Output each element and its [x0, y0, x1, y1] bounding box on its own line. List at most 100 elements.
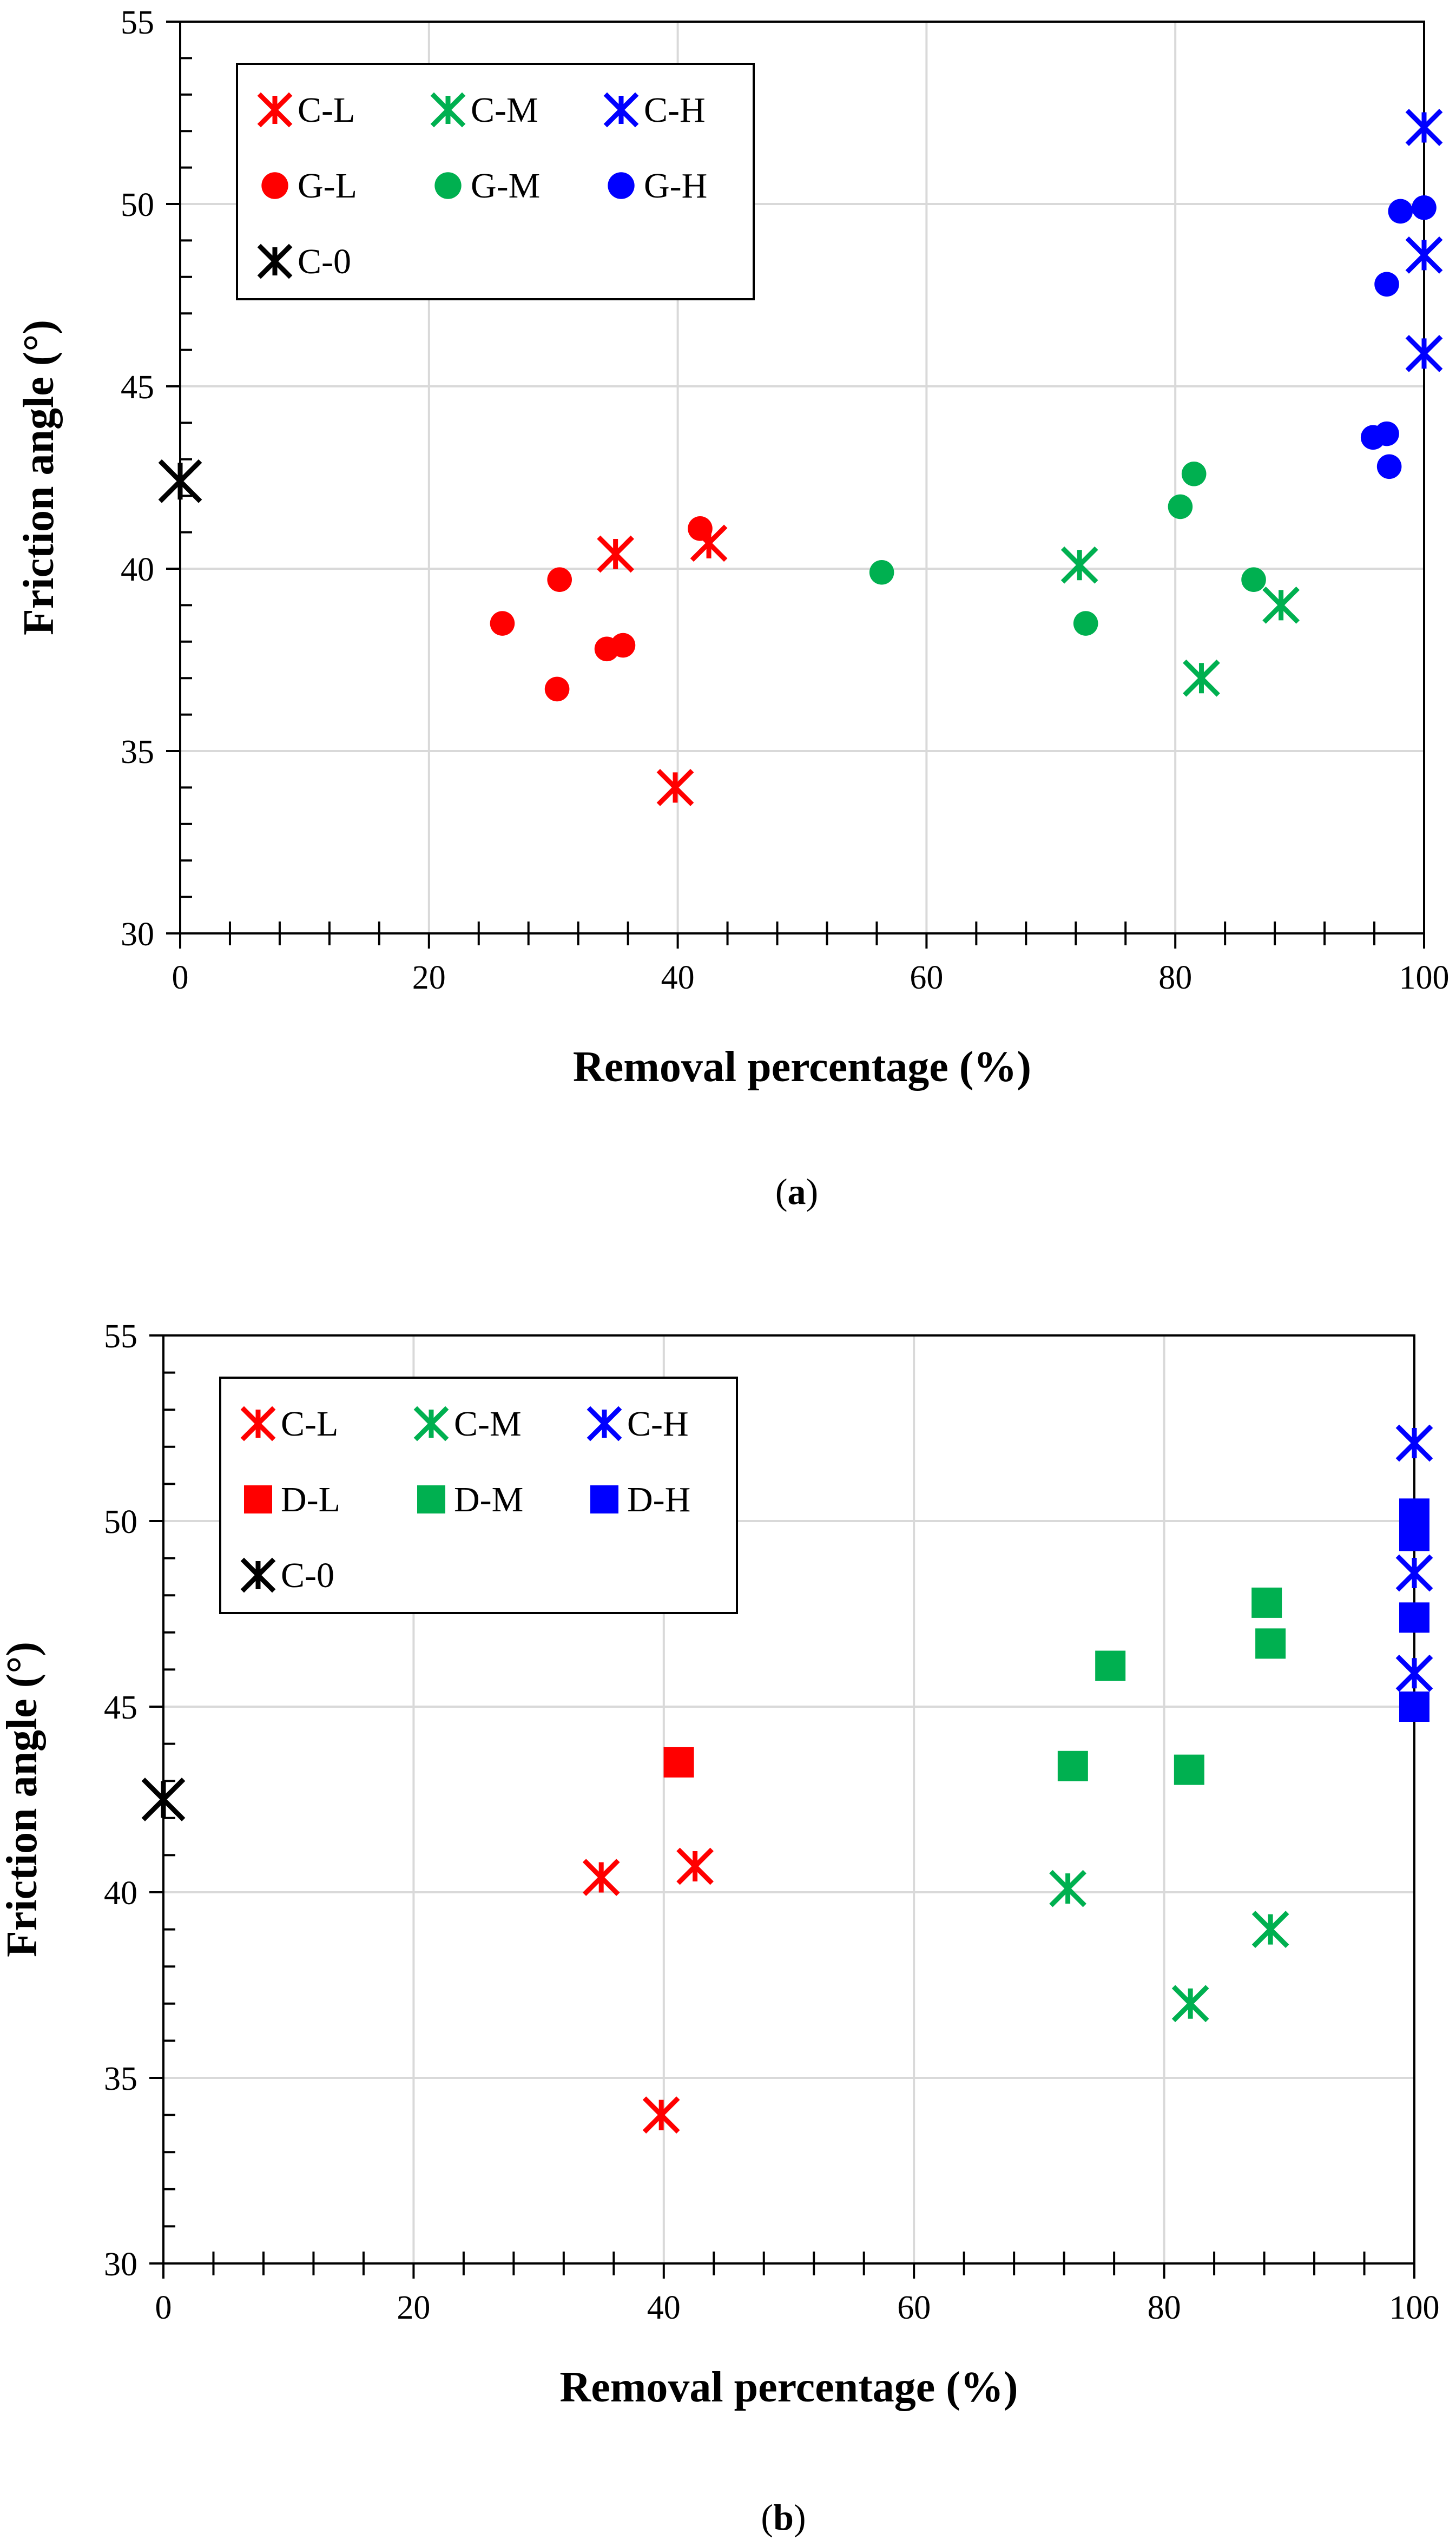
- legend-marker-G-L: [261, 172, 288, 199]
- data-point-G-L: [544, 676, 570, 702]
- y-tick-label: 45: [104, 1689, 137, 1726]
- legend-marker-C-H: [587, 1406, 622, 1442]
- legend-label-C-H: C-H: [644, 90, 706, 130]
- data-point-D-M: [1251, 1587, 1282, 1618]
- chart-a-legend: C-L C-M C-H G-L G-M G-H C-0: [236, 63, 755, 300]
- legend-item-D-L: D-L: [244, 1480, 340, 1519]
- data-point-G-M: [1168, 494, 1193, 519]
- series-C-L: [597, 524, 728, 806]
- chart-a-data-points: [158, 109, 1443, 806]
- data-point-C-H: [1395, 1554, 1433, 1592]
- x-tick-label: 60: [897, 2289, 931, 2326]
- y-tick-label: 30: [104, 2246, 137, 2283]
- series-C-H: [1395, 1424, 1433, 1692]
- x-tick-label: 60: [910, 959, 943, 996]
- legend-label-C-0: C-0: [298, 242, 351, 281]
- legend-label-C-L: C-L: [298, 90, 355, 130]
- legend-item-G-L: G-L: [261, 166, 357, 206]
- x-axis-title: Removal percentage (%): [573, 1043, 1031, 1091]
- y-tick-label: 55: [121, 4, 154, 41]
- data-point-C-H: [1395, 1424, 1433, 1462]
- series-C-M: [1060, 546, 1300, 697]
- data-point-C-M: [1251, 1911, 1289, 1948]
- data-point-C-L: [597, 535, 635, 573]
- figure-caption: (b): [761, 2497, 806, 2538]
- chart-b: 0 20 40 60 80 100 30 35 40 45 50 55 Removal percenta…: [0, 1318, 1440, 2538]
- legend-item-C-H: C-H: [587, 1404, 689, 1444]
- data-point-D-M: [1057, 1750, 1088, 1781]
- x-tick-label: 40: [661, 959, 695, 996]
- data-point-G-L: [547, 567, 572, 593]
- chart-b-data-points: [141, 1424, 1433, 2134]
- data-point-G-M: [1241, 567, 1266, 593]
- series-D-L: [663, 1747, 694, 1778]
- x-tick-label: 20: [397, 2289, 430, 2326]
- x-tick-label: 40: [647, 2289, 681, 2326]
- legend-item-C-0: C-0: [240, 1556, 334, 1595]
- caption-close-paren: ): [794, 2497, 806, 2538]
- legend-item-D-H: D-H: [590, 1480, 690, 1519]
- series-C-H: [1405, 109, 1443, 372]
- data-point-D-M: [1095, 1650, 1126, 1681]
- data-point-C-M: [1060, 546, 1098, 584]
- x-tick-label: 0: [155, 2289, 172, 2326]
- x-tick-label: 100: [1389, 2289, 1440, 2326]
- legend-item-G-M: G-M: [434, 166, 540, 206]
- legend-marker-C-M: [413, 1406, 449, 1442]
- chart-a-axis-ticks: [166, 21, 1425, 949]
- data-point-C-0: [141, 1778, 186, 1821]
- y-tick-label: 55: [104, 1318, 137, 1355]
- data-point-C-L: [582, 1859, 620, 1896]
- data-point-G-H: [1374, 272, 1399, 297]
- caption-open-paren: (: [761, 2497, 773, 2538]
- legend-item-C-L: C-L: [240, 1404, 338, 1444]
- legend-item-C-L: C-L: [257, 90, 355, 130]
- legend-marker-C-L: [257, 92, 293, 128]
- legend-label-C-M: C-M: [471, 90, 538, 130]
- legend-item-D-M: D-M: [417, 1480, 523, 1519]
- series-C-M: [1049, 1870, 1289, 2023]
- legend-marker-G-H: [608, 172, 635, 199]
- x-tick-label: 0: [172, 959, 189, 996]
- y-tick-label: 45: [121, 369, 154, 406]
- data-point-C-H: [1405, 334, 1443, 372]
- x-tick-label: 100: [1399, 959, 1450, 996]
- legend-marker-C-0: [240, 1557, 276, 1593]
- data-point-D-M: [1255, 1628, 1286, 1659]
- series-G-H: [1360, 195, 1437, 479]
- data-point-D-H: [1399, 1602, 1429, 1633]
- x-tick-label: 80: [1158, 959, 1192, 996]
- data-point-C-L: [642, 2096, 680, 2134]
- legend-marker-G-M: [434, 172, 462, 199]
- legend-label-C-H: C-H: [627, 1404, 689, 1444]
- data-point-C-M: [1262, 587, 1300, 624]
- y-axis-title: Friction angle (°): [0, 1642, 46, 1957]
- data-point-G-H: [1374, 421, 1399, 446]
- legend-marker-C-L: [240, 1406, 276, 1442]
- legend-marker-D-L: [244, 1485, 272, 1513]
- data-point-D-H: [1399, 1521, 1429, 1551]
- legend-marker-C-H: [603, 92, 639, 128]
- legend-label-D-H: D-H: [627, 1480, 690, 1519]
- data-point-G-L: [610, 633, 636, 658]
- data-point-C-M: [1171, 1985, 1209, 2023]
- data-point-G-H: [1388, 199, 1413, 224]
- x-axis-title: Removal percentage (%): [559, 2364, 1018, 2411]
- data-point-G-H: [1376, 454, 1402, 479]
- data-point-C-M: [1049, 1870, 1086, 1907]
- chart-b-legend: C-L C-M C-H D-L D-M D-H C-0: [219, 1377, 738, 1614]
- legend-marker-C-M: [430, 92, 466, 128]
- legend-label-C-0: C-0: [281, 1556, 334, 1595]
- figure-caption: (a): [775, 1171, 818, 1212]
- legend-item-C-0: C-0: [257, 242, 351, 281]
- series-C-0: [141, 1778, 186, 1821]
- data-point-G-L: [490, 611, 515, 636]
- x-tick-label: 80: [1148, 2289, 1181, 2326]
- y-axis-title: Friction angle (°): [15, 320, 63, 635]
- data-point-G-L: [688, 516, 713, 541]
- legend-item-C-M: C-M: [413, 1404, 522, 1444]
- data-point-C-H: [1405, 109, 1443, 146]
- y-tick-label: 35: [121, 734, 154, 771]
- legend-marker-D-M: [417, 1485, 445, 1513]
